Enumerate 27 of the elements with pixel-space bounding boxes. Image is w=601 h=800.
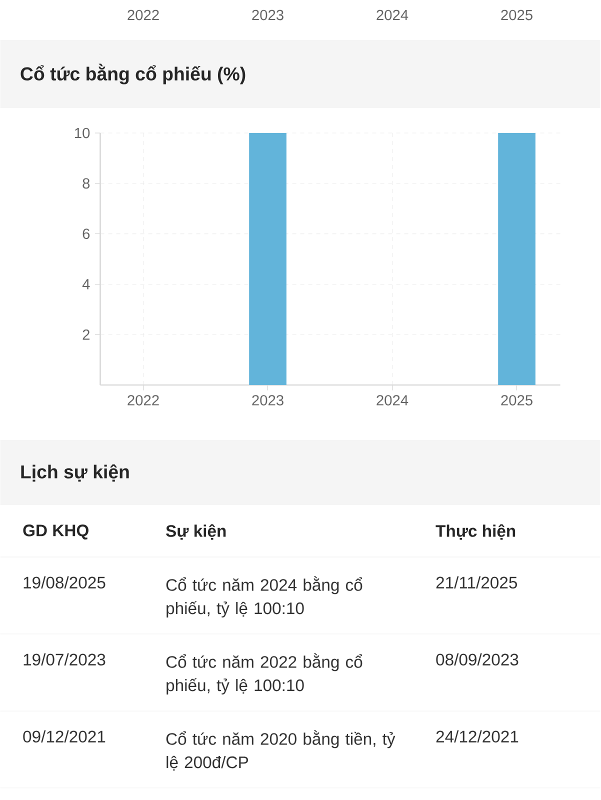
text: Cổ tức năm 2024 bằng cổ phiếu, tỷ lệ 100:10 xyxy=(166,576,362,618)
text: 09/12/2021 xyxy=(23,730,106,743)
text: Sự kiện xyxy=(166,524,226,540)
text: 19/07/2023 xyxy=(24,653,106,666)
y-tick-label: 2 xyxy=(83,330,90,340)
text: 24/12/2021 xyxy=(436,730,518,743)
y-tick-label: 6 xyxy=(83,228,90,239)
text: 19/08/2025 xyxy=(24,576,106,589)
text: 2024 xyxy=(376,10,408,20)
y-tick-label: 10 xyxy=(75,128,90,138)
text: GD KHQ xyxy=(23,524,89,540)
text: 08/09/2023 xyxy=(436,653,518,666)
x-tick-label: 2023 xyxy=(252,395,284,406)
text: Cổ tức năm 2020 bằng tiền, tỷ lệ 200đ/CP xyxy=(166,730,396,771)
x-tick-label: 2022 xyxy=(128,395,160,406)
text: 2023 xyxy=(252,10,284,20)
text: Cổ tức năm 2022 bằng cổ phiếu, tỷ lệ 100:10 xyxy=(166,653,362,695)
y-tick-label: 8 xyxy=(82,178,90,189)
text: Thực hiện xyxy=(436,524,516,540)
x-tick-label: 2024 xyxy=(376,395,408,406)
x-tick-label: 2025 xyxy=(501,395,533,406)
text: 2022 xyxy=(128,10,160,20)
text: 2025 xyxy=(501,10,533,20)
text: 21/11/2025 xyxy=(436,576,518,589)
text: Lịch sự kiện xyxy=(21,464,130,482)
chart-title: Cổ tức bằng cổ phiếu (%) xyxy=(20,64,246,84)
y-tick-label: 4 xyxy=(82,279,90,290)
